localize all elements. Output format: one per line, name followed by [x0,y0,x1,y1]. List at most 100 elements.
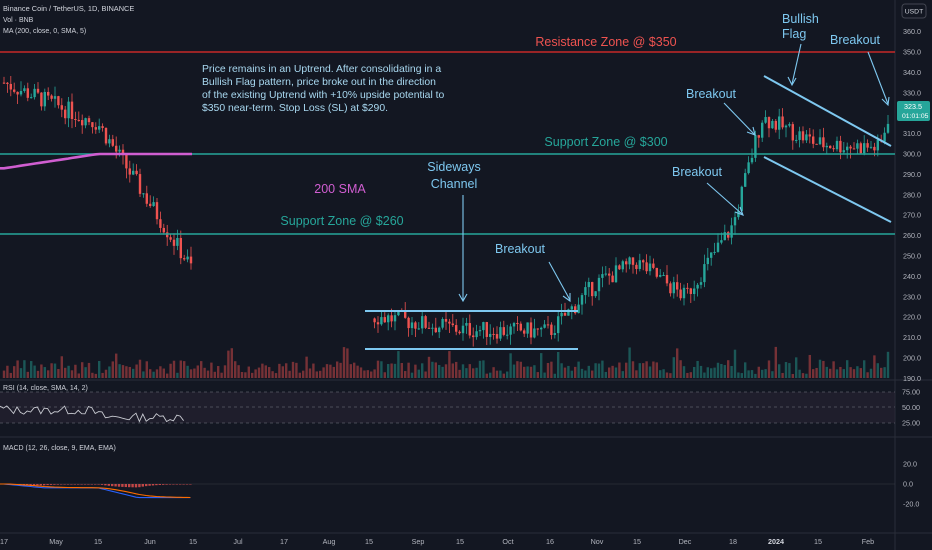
volume-bar [298,372,301,378]
volume-bar [795,357,798,378]
candlesticks [2,75,890,347]
volume-bar [87,362,91,378]
volume-bar [757,366,760,378]
time-axis[interactable]: 17 May 15 Jun 15 Jul 17 Aug 15 Sep 15 Oct 16 Nov 15 Dec… [0,537,874,546]
volume-bar [652,361,655,378]
volume-bar [665,372,669,378]
macd-hist-bar [77,484,80,485]
volume-bar [230,348,233,378]
volume-bar [427,356,431,378]
last-price-tag [897,101,930,121]
volume-bar [23,360,26,378]
candle-body [74,118,77,120]
candle-body [159,219,162,228]
volume-legend: Vol · BNB [3,17,34,24]
candle-body [16,91,19,95]
volume-bar [645,361,648,378]
volume-bar [274,373,278,378]
volume-bar [366,370,369,378]
volume-bar [509,353,512,378]
macd-hist-bar [97,484,100,485]
candle-body [771,120,774,129]
candle-body [835,140,839,150]
candle-body [577,304,580,314]
volume-bar [846,360,849,378]
candle-body [795,139,798,141]
macd-hist-bar [155,484,158,486]
candle-body [478,330,482,332]
candle-body [40,92,43,107]
candle-body [676,282,679,290]
candle-body [863,143,866,154]
currency-button-label: USDT [905,9,924,16]
candle-body [101,126,104,128]
time-tick-label: 2024 [768,537,784,546]
volume-bar [740,373,743,378]
macd-hist-bar [189,484,192,485]
currency-button[interactable] [901,3,927,19]
candle-body [407,317,410,329]
candle-body [509,326,512,335]
candle-body [67,101,70,119]
candle-body [189,256,193,264]
volume-bar [220,372,223,378]
candle-body [733,217,737,226]
volume-bar [676,348,679,378]
volume-bar [278,363,281,378]
candle-body [553,333,556,335]
volume-bar [499,370,502,378]
time-tick-label: Oct [502,537,513,546]
candle-body [444,318,448,322]
volume-bar [455,361,458,378]
macd-label: MACD (12, 26, close, 9, EMA, EMA) [3,445,116,452]
volume-bar [356,365,359,378]
countdown-timer: 01:01:05 [902,113,929,120]
volume-bar [536,372,539,378]
volume-bar [424,371,427,378]
candle-body [584,287,587,296]
macd-tick-label: 0.0 [903,480,913,489]
volume-bar [176,372,179,378]
candle-body [621,261,624,270]
volume-bar [587,365,590,378]
candle-body [495,334,499,339]
macd-hist-bar [60,484,63,485]
candle-body [533,328,536,338]
volume-bar [319,370,322,378]
time-tick-label: 16 [546,537,554,546]
price-tick-label: 210.0 [903,333,921,342]
note-line: of the existing Uptrend with +10% upside… [202,90,445,101]
candle-body [812,136,815,144]
candle-body [594,291,597,297]
candle-body [842,150,845,153]
macd-hist-bar [141,484,144,487]
volume-bar [788,363,791,378]
volume-bar [516,361,519,378]
candle-body [597,277,601,292]
volume-bar [570,370,573,378]
macd-hist-bar [175,484,178,485]
candle-body [754,135,757,158]
volume-bar [285,363,288,378]
candle-body [750,157,754,163]
volume-bar [519,361,522,378]
volume-bar [495,370,499,378]
volume-bar [227,350,230,378]
volume-bar [822,360,825,378]
candle-body [47,91,50,96]
ma-legend: MA (200, close, 0, SMA, 5) [3,28,86,35]
time-tick-label: Nov [591,537,604,546]
candle-body [33,88,36,98]
macd-hist-bar [56,484,59,485]
volume-bar [172,360,176,378]
volume-bar [699,365,703,378]
volume-bar [84,367,87,378]
candle-body [713,251,716,253]
volume-bar [557,351,560,378]
volume-bar [604,371,607,378]
volume-bar [70,370,74,378]
candle-body [808,134,811,137]
volume-bar [257,367,261,378]
volume-bar [693,367,696,378]
